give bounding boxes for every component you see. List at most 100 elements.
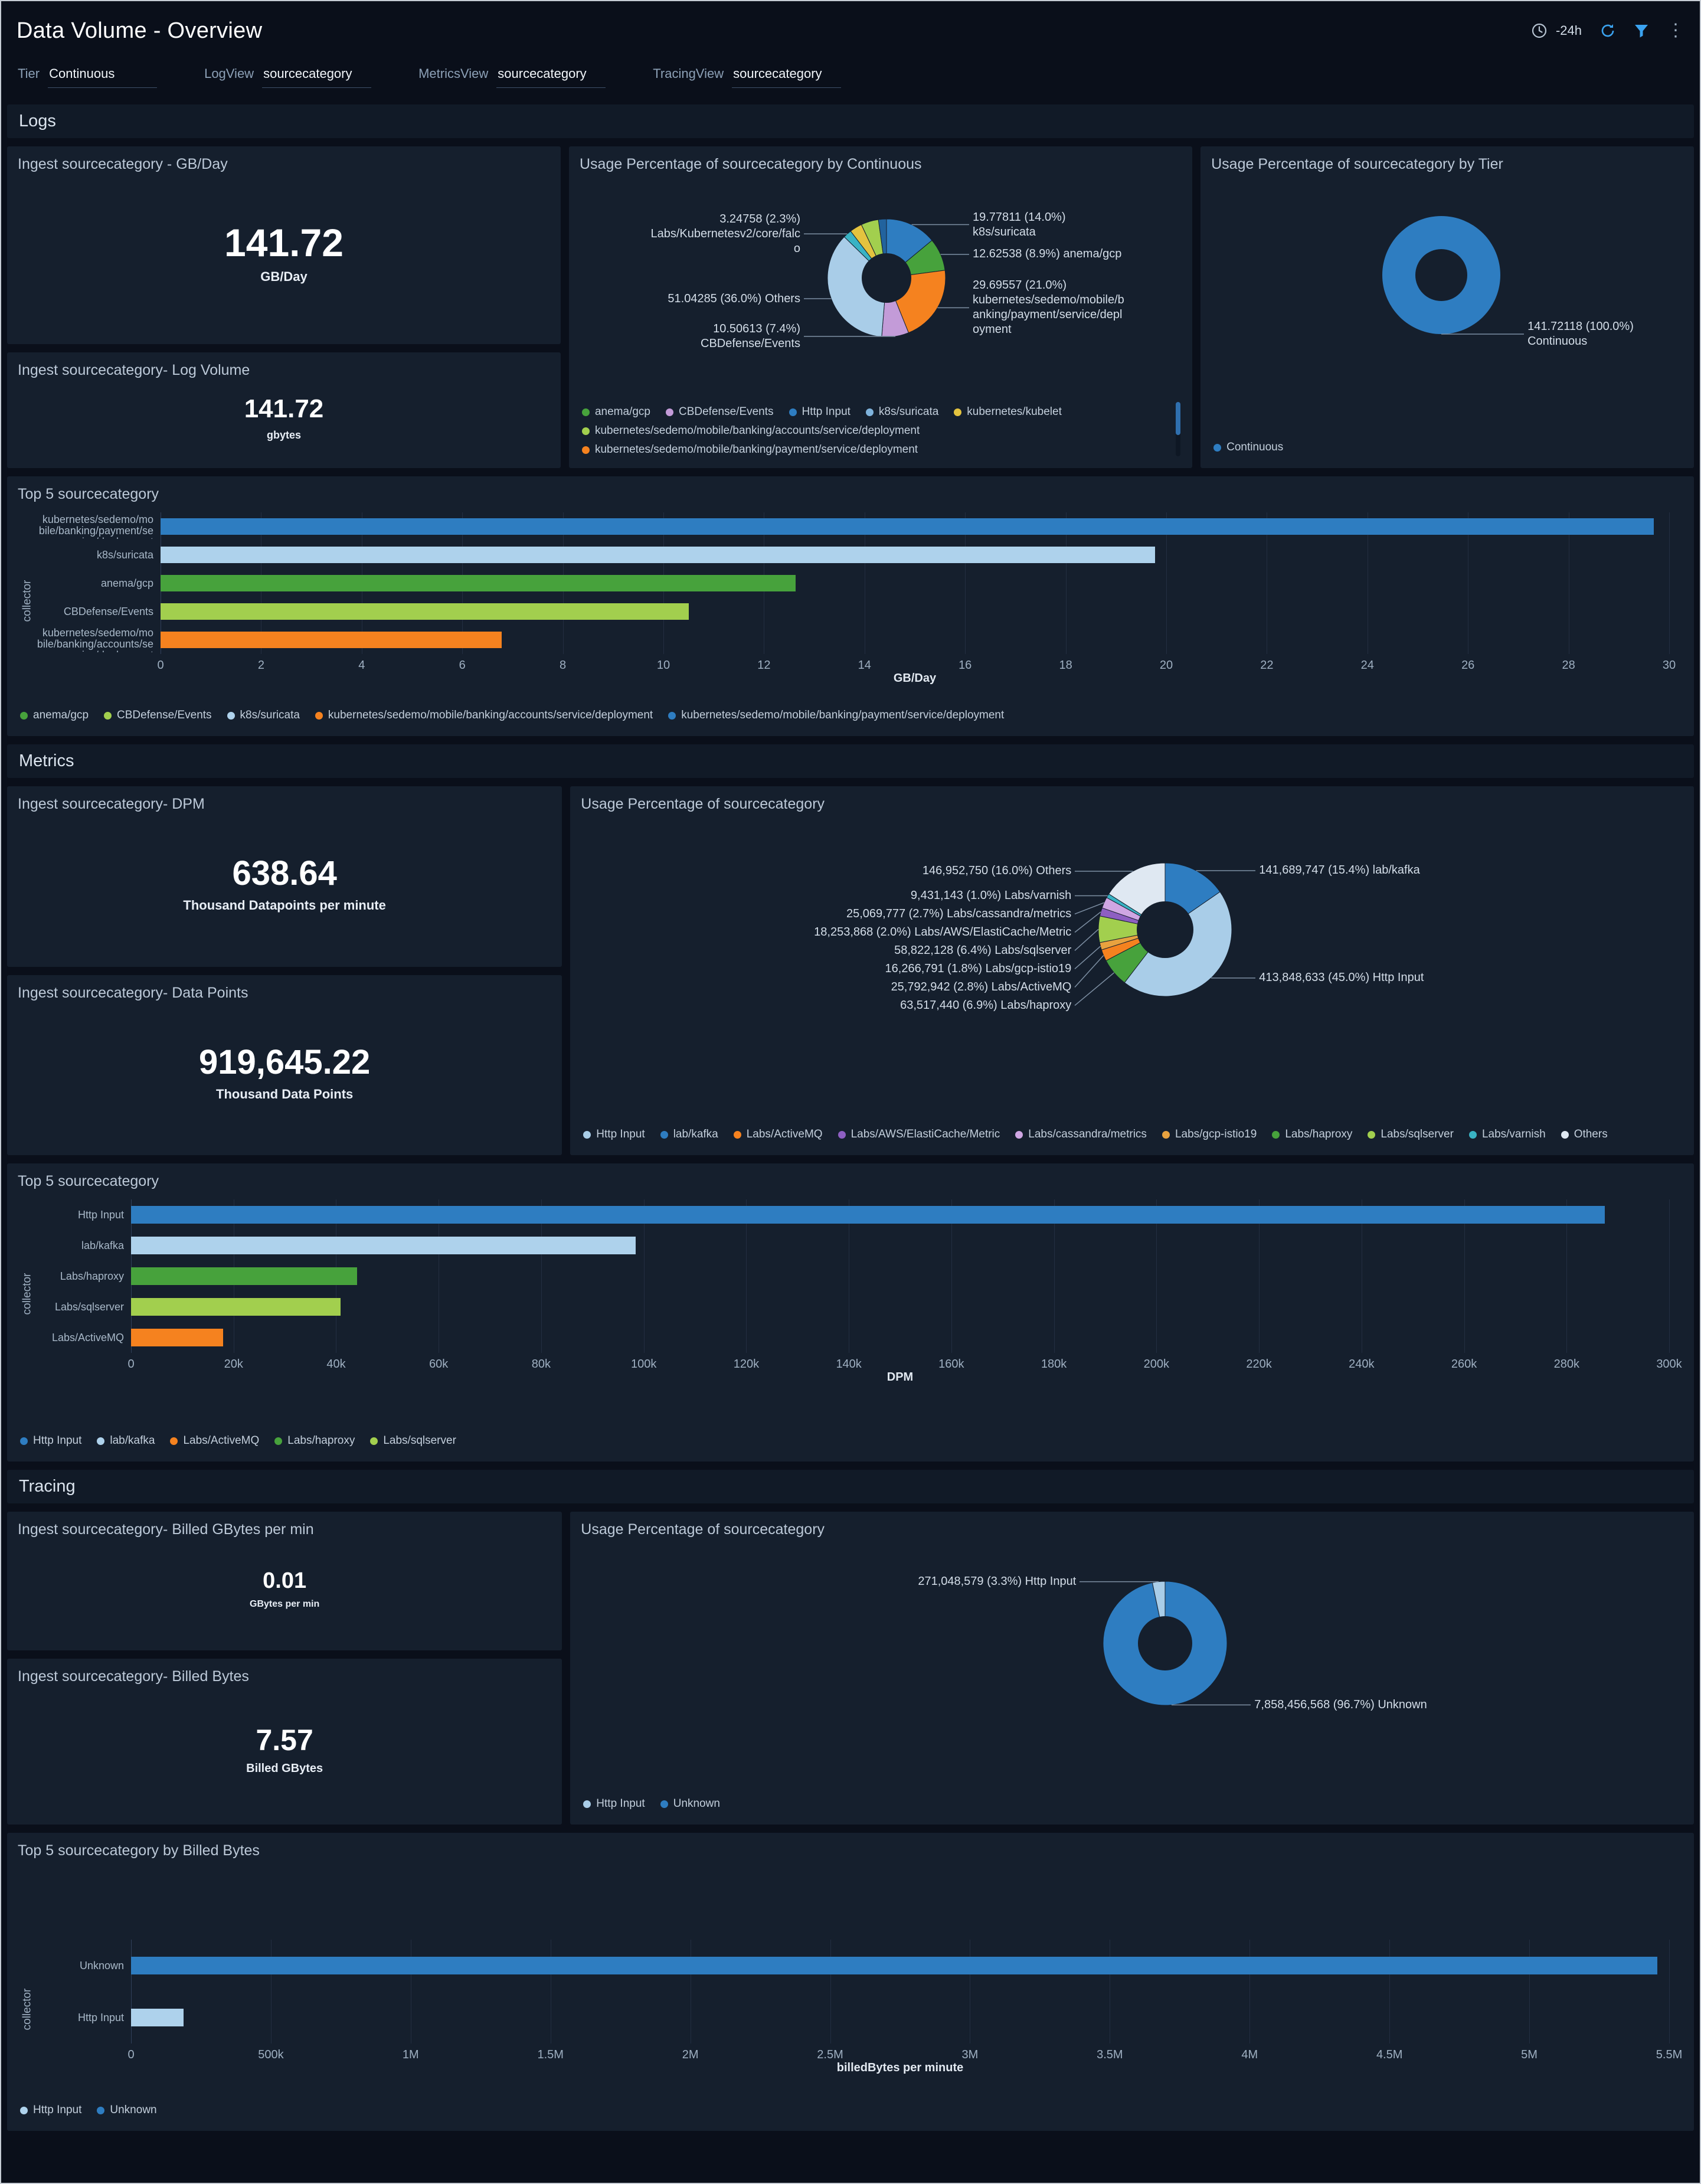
panel-title: Usage Percentage of sourcecategory xyxy=(581,796,825,812)
panel-title: Usage Percentage of sourcecategory xyxy=(581,1521,825,1538)
legend-label: Continuous xyxy=(1226,441,1284,453)
filter-logview: LogView sourcecategory xyxy=(204,65,372,88)
bar-kubernetes-sedemo-mobile-banking-account[interactable] xyxy=(161,632,502,648)
legend-label: Unknown xyxy=(110,2104,157,2116)
legend-dot xyxy=(274,1437,283,1445)
bar-labs-activemq[interactable] xyxy=(131,1329,223,1346)
legend-item-http-input[interactable]: Http Input xyxy=(20,2104,81,2117)
legend-item-kubernetes-sedemo-mobile-banking-payment[interactable]: kubernetes/sedemo/mobile/banking/payment… xyxy=(668,709,1004,722)
pie-callout-labs-haproxy: 63,517,440 (6.9%) Labs/haproxy xyxy=(900,998,1072,1012)
bar-category-labels: Http Input lab/kafka Labs/haproxy Labs/sqls… xyxy=(37,1199,131,1388)
legend-dot xyxy=(315,711,323,720)
kebab-menu-icon[interactable]: ⋮ xyxy=(1667,21,1684,40)
bar-category-label: CBDefense/Events xyxy=(37,597,161,626)
filter-metricsview-dropdown[interactable]: sourcecategory xyxy=(496,65,606,88)
stat-unit: Billed GBytes xyxy=(246,1761,323,1775)
bar-labs-sqlserver[interactable] xyxy=(131,1298,341,1316)
legend-item-labs-aws-elasticache-metric[interactable]: Labs/AWS/ElastiCache/Metric xyxy=(838,1128,1000,1141)
legend-label: anema/gcp xyxy=(33,709,89,721)
legend-item-labs-activemq[interactable]: Labs/ActiveMQ xyxy=(733,1128,823,1141)
bar-http-input[interactable] xyxy=(131,2009,184,2026)
legend-dot xyxy=(97,2106,105,2114)
legend-item-labs-gcp-istio19[interactable]: Labs/gcp-istio19 xyxy=(1162,1128,1257,1141)
legend-item-lab-kafka[interactable]: lab/kafka xyxy=(97,1434,155,1447)
bar-category-label: kubernetes/sedemo/mobile/banking/account… xyxy=(37,626,161,654)
legend-item-labs-activemq[interactable]: Labs/ActiveMQ xyxy=(170,1434,259,1447)
bar-lab-kafka[interactable] xyxy=(131,1237,636,1254)
clock-icon[interactable] xyxy=(1531,22,1548,39)
legend-item-unknown[interactable]: Unknown xyxy=(660,1797,720,1810)
bar-k8s-suricata[interactable] xyxy=(161,547,1156,563)
bar-unknown[interactable] xyxy=(131,1957,1657,1974)
bar-http-input[interactable] xyxy=(131,1206,1605,1224)
bar-labs-haproxy[interactable] xyxy=(131,1267,358,1285)
bar-plot xyxy=(131,1199,1670,1353)
axis-tick-label: 4M xyxy=(1241,2048,1258,2061)
axis-tick-label: 40k xyxy=(326,1358,346,1371)
legend-dot xyxy=(581,427,590,435)
pie-callout-line xyxy=(1074,955,1104,988)
gridline xyxy=(951,1199,952,1353)
legend-item-labs-haproxy[interactable]: Labs/haproxy xyxy=(1272,1128,1352,1141)
filter-logview-dropdown[interactable]: sourcecategory xyxy=(262,65,372,88)
legend-item-http-input[interactable]: Http Input xyxy=(20,1434,81,1447)
legend-item-labs-sqlserver[interactable]: Labs/sqlserver xyxy=(1368,1128,1454,1141)
legend-item-k8s-suricata[interactable]: k8s/suricata xyxy=(865,406,938,419)
filter-label: LogView xyxy=(204,66,254,81)
bar-anema-gcp[interactable] xyxy=(161,575,796,591)
legend-item-labs-varnish[interactable]: Labs/varnish xyxy=(1468,1128,1546,1141)
logs_pie-svg xyxy=(803,218,969,338)
legend-item-lab-kafka[interactable]: lab/kafka xyxy=(660,1128,718,1141)
metrics-pie-legend: Http Input lab/kafka Labs/ActiveMQ Labs/AWS… xyxy=(581,1123,1683,1146)
section-title: Logs xyxy=(19,112,56,130)
legend-item-http-input[interactable]: Http Input xyxy=(583,1797,645,1810)
legend-dot xyxy=(227,711,235,720)
legend-item-labs-cassandra-metrics[interactable]: Labs/cassandra/metrics xyxy=(1015,1128,1147,1141)
legend-item-cbdefense-events[interactable]: CBDefense/Events xyxy=(666,406,774,419)
y-axis-label-text: collector xyxy=(21,1273,33,1315)
panel-logs-log-volume: Ingest sourcecategory- Log Volume 141.72… xyxy=(7,352,561,468)
filter-tier-dropdown[interactable]: Continuous xyxy=(48,65,158,88)
bar-category-label: Labs/sqlserver xyxy=(37,1292,131,1322)
legend-item-labs-haproxy[interactable]: Labs/haproxy xyxy=(274,1434,355,1447)
x-axis-title: billedBytes per minute xyxy=(836,2061,964,2074)
legend-item-kubernetes-kubelet[interactable]: kubernetes/kubelet xyxy=(954,406,1062,419)
gridline xyxy=(830,1940,831,2044)
stat-value: 919,645.22 xyxy=(199,1042,371,1081)
legend-label: Labs/haproxy xyxy=(1285,1128,1353,1140)
gridline xyxy=(1529,1940,1530,2044)
legend-item-k8s-suricata[interactable]: k8s/suricata xyxy=(227,709,300,722)
legend-dot xyxy=(1213,443,1222,452)
legend-item-kubernetes-sedemo-mobile-banking-account[interactable]: kubernetes/sedemo/mobile/banking/account… xyxy=(581,424,920,437)
legend-scrollbar[interactable] xyxy=(1176,402,1181,435)
time-range-selector[interactable]: -24h xyxy=(1555,23,1582,38)
legend-dot xyxy=(1015,1130,1023,1139)
legend-item-kubernetes-sedemo-mobile-banking-payment[interactable]: kubernetes/sedemo/mobile/banking/payment… xyxy=(581,443,918,456)
legend-item-http-input[interactable]: Http Input xyxy=(789,406,850,419)
legend-item-kubernetes-sedemo-mobile-banking-account[interactable]: kubernetes/sedemo/mobile/banking/account… xyxy=(315,709,653,722)
legend-item-cbdefense-events[interactable]: CBDefense/Events xyxy=(104,709,212,722)
legend-item-anema-gcp[interactable]: anema/gcp xyxy=(581,406,650,419)
legend-item-others[interactable]: Others xyxy=(1561,1128,1608,1141)
gridline xyxy=(1464,1199,1465,1353)
legend-label: Labs/AWS/ElastiCache/Metric xyxy=(850,1128,1000,1140)
filter-icon[interactable] xyxy=(1634,23,1649,38)
legend-dot xyxy=(838,1130,846,1139)
bar-category-label: Http Input xyxy=(37,1992,131,2044)
legend-item-anema-gcp[interactable]: anema/gcp xyxy=(20,709,89,722)
pie-callout-continuous: 141.72118 (100.0%) Continuous xyxy=(1527,320,1634,348)
legend-item-unknown[interactable]: Unknown xyxy=(97,2104,157,2117)
stat-unit: GB/Day xyxy=(260,269,308,284)
page-title: Data Volume - Overview xyxy=(17,18,263,43)
bar-cbdefense-events[interactable] xyxy=(161,603,689,620)
legend-item-labs-sqlserver[interactable]: Labs/sqlserver xyxy=(370,1434,456,1447)
legend-item-continuous[interactable]: Continuous xyxy=(1213,441,1283,454)
legend-item-http-input[interactable]: Http Input xyxy=(583,1128,645,1141)
axis-tick-label: 22 xyxy=(1260,659,1274,672)
x-axis-ticks: 0 2 4 6 8 10 12 14 16 18 20 22 24 26 28 30 xyxy=(157,654,1676,672)
axis-tick-label: 80k xyxy=(531,1358,551,1371)
y-axis-label-text: collector xyxy=(21,580,33,622)
refresh-icon[interactable] xyxy=(1599,22,1616,39)
bar-kubernetes-sedemo-mobile-banking-payment[interactable] xyxy=(161,518,1654,535)
filter-tracingview-dropdown[interactable]: sourcecategory xyxy=(732,65,842,88)
